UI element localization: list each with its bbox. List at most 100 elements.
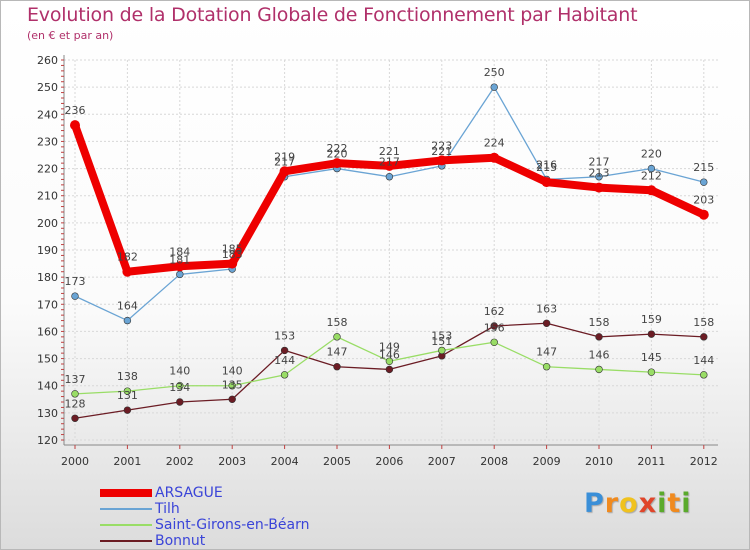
data-point-bonnut bbox=[280, 346, 289, 355]
data-label-arsague: 212 bbox=[641, 169, 662, 182]
data-point-saint-girons-en-b-arn bbox=[647, 368, 656, 376]
data-point-tilh bbox=[176, 270, 184, 279]
data-point-tilh bbox=[490, 83, 498, 91]
data-point-saint-girons-en-b-arn bbox=[700, 371, 708, 379]
data-point-tilh bbox=[71, 292, 79, 300]
y-tick-label: 160 bbox=[37, 325, 58, 338]
data-label-saint-girons-en-b-arn: 144 bbox=[693, 354, 714, 367]
data-label-bonnut: 134 bbox=[169, 381, 190, 394]
data-label-tilh: 164 bbox=[117, 300, 138, 313]
y-tick-label: 210 bbox=[37, 190, 58, 203]
data-point-bonnut bbox=[700, 333, 708, 341]
y-tick-label: 260 bbox=[37, 54, 58, 67]
legend-swatch-tilh bbox=[100, 508, 152, 510]
data-label-bonnut: 158 bbox=[693, 316, 714, 329]
proxiti-logo: Proxiti bbox=[584, 488, 692, 519]
data-point-bonnut bbox=[176, 398, 184, 406]
legend-item-tilh: Tilh bbox=[100, 501, 360, 517]
data-label-tilh: 217 bbox=[589, 156, 610, 169]
data-label-saint-girons-en-b-arn: 138 bbox=[117, 370, 138, 383]
data-point-arsague bbox=[332, 158, 342, 169]
legend-swatch-bonnut bbox=[100, 540, 152, 542]
data-label-saint-girons-en-b-arn: 156 bbox=[484, 321, 505, 334]
data-label-arsague: 215 bbox=[536, 161, 557, 174]
logo-letter: o bbox=[619, 488, 639, 519]
data-point-tilh bbox=[700, 178, 708, 186]
data-point-saint-girons-en-b-arn bbox=[280, 371, 289, 379]
data-point-saint-girons-en-b-arn bbox=[333, 333, 341, 341]
y-tick-label: 120 bbox=[37, 434, 58, 447]
data-point-bonnut bbox=[595, 333, 603, 341]
data-label-tilh: 220 bbox=[641, 148, 662, 161]
data-point-bonnut bbox=[542, 319, 551, 327]
x-tick-label: 2006 bbox=[375, 455, 403, 468]
legend-item-saint-girons-en-b-arn: Saint-Girons-en-Béarn bbox=[100, 517, 360, 533]
data-label-bonnut: 135 bbox=[222, 378, 243, 391]
data-label-bonnut: 151 bbox=[431, 335, 452, 348]
data-point-tilh bbox=[385, 173, 394, 181]
legend-label-bonnut: Bonnut bbox=[155, 533, 206, 549]
axes bbox=[61, 55, 718, 449]
data-point-saint-girons-en-b-arn bbox=[228, 382, 236, 390]
data-label-arsague: 213 bbox=[589, 167, 610, 180]
data-point-tilh bbox=[647, 164, 656, 173]
data-point-bonnut bbox=[333, 363, 341, 371]
y-tick-label: 220 bbox=[37, 163, 58, 176]
x-tick-label: 2009 bbox=[533, 455, 561, 468]
data-label-tilh: 173 bbox=[65, 275, 86, 288]
data-point-tilh bbox=[123, 316, 132, 325]
data-point-arsague bbox=[489, 152, 500, 163]
logo-letter: x bbox=[638, 488, 658, 519]
data-label-saint-girons-en-b-arn: 145 bbox=[641, 351, 662, 364]
data-point-arsague bbox=[122, 266, 133, 277]
data-label-tilh: 221 bbox=[431, 145, 452, 158]
data-labels: 128 131 134 135 153 147 146 151 162 163 158 159 158 1… bbox=[65, 66, 715, 410]
data-label-bonnut: 158 bbox=[589, 316, 610, 329]
data-label-arsague: 182 bbox=[117, 251, 138, 264]
legend-swatch-arsague bbox=[100, 489, 152, 497]
data-point-bonnut bbox=[228, 395, 236, 403]
y-tick-label: 180 bbox=[37, 271, 58, 284]
data-point-arsague bbox=[174, 261, 185, 272]
grid-lines bbox=[64, 59, 718, 441]
x-tick-label: 2000 bbox=[61, 455, 89, 468]
y-tick-label: 250 bbox=[37, 81, 58, 94]
data-label-saint-girons-en-b-arn: 149 bbox=[379, 340, 400, 353]
x-tick-label: 2010 bbox=[585, 455, 613, 468]
data-label-bonnut: 162 bbox=[484, 305, 505, 318]
y-tick-label: 190 bbox=[37, 244, 58, 257]
data-label-saint-girons-en-b-arn: 147 bbox=[536, 346, 557, 359]
x-tick-label: 2005 bbox=[323, 455, 351, 468]
data-label-saint-girons-en-b-arn: 140 bbox=[222, 365, 243, 378]
data-label-tilh: 216 bbox=[536, 158, 557, 171]
data-label-bonnut: 163 bbox=[536, 302, 557, 315]
chart-title: Evolution de la Dotation Globale de Fonc… bbox=[27, 4, 638, 26]
data-label-tilh: 220 bbox=[327, 148, 348, 161]
data-point-saint-girons-en-b-arn bbox=[71, 390, 79, 398]
data-label-arsague: 236 bbox=[65, 104, 86, 117]
x-tick-label: 2004 bbox=[271, 455, 299, 468]
data-point-saint-girons-en-b-arn bbox=[385, 357, 394, 365]
logo-letter: t bbox=[667, 488, 682, 519]
logo-letter: r bbox=[604, 488, 620, 519]
data-label-tilh: 217 bbox=[274, 156, 295, 169]
data-point-arsague bbox=[436, 155, 447, 166]
legend-item-bonnut: Bonnut bbox=[100, 533, 360, 549]
y-tick-label: 240 bbox=[37, 108, 58, 121]
data-point-arsague bbox=[279, 166, 290, 177]
data-point-saint-girons-en-b-arn bbox=[438, 346, 446, 355]
data-label-tilh: 217 bbox=[379, 156, 400, 169]
data-label-tilh: 183 bbox=[222, 248, 243, 261]
data-point-saint-girons-en-b-arn bbox=[123, 387, 132, 395]
data-label-arsague: 223 bbox=[431, 139, 452, 152]
x-tick-label: 2012 bbox=[690, 455, 718, 468]
data-label-saint-girons-en-b-arn: 153 bbox=[431, 329, 452, 342]
data-point-saint-girons-en-b-arn bbox=[176, 382, 184, 390]
data-label-arsague: 221 bbox=[379, 145, 400, 158]
chart-subtitle: (en € et par an) bbox=[27, 29, 114, 42]
data-point-bonnut bbox=[71, 414, 79, 422]
data-point-bonnut bbox=[385, 365, 394, 374]
legend-label-tilh: Tilh bbox=[155, 501, 180, 517]
data-label-saint-girons-en-b-arn: 144 bbox=[274, 354, 295, 367]
